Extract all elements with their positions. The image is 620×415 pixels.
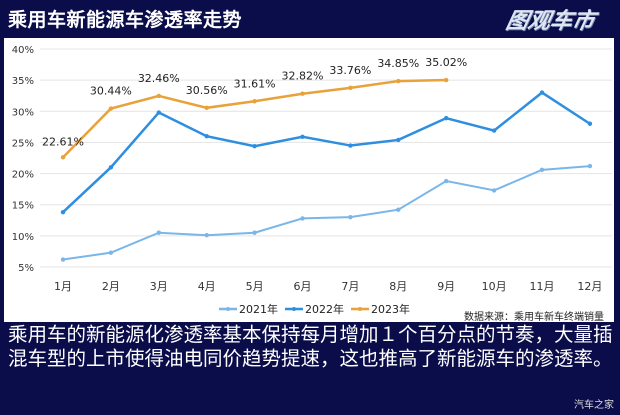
- data-point: [204, 105, 209, 110]
- data-point: [300, 216, 305, 221]
- data-point: [60, 155, 66, 160]
- line-chart: 5% 10% 15% 20% 25% 30% 35% 40% 1月 2月 3月 4月 5月 6月 7月 8月 9…: [12, 45, 612, 316]
- data-source: 数据来源：乘用车新车终端销量: [464, 312, 604, 323]
- x-tick-label: 7月: [341, 280, 359, 293]
- x-tick-label: 5月: [246, 280, 264, 293]
- data-point: [491, 188, 497, 193]
- x-tick-label: 10月: [482, 280, 507, 293]
- data-point: [300, 91, 305, 96]
- x-tick-label: 3月: [150, 280, 168, 293]
- y-tick-label: 10%: [12, 232, 34, 243]
- data-label: 35.02%: [425, 56, 467, 69]
- data-label: 34.85%: [377, 57, 419, 70]
- x-tick-label: 4月: [198, 280, 216, 293]
- x-tick-label: 8月: [389, 280, 407, 293]
- data-point: [300, 134, 305, 140]
- y-tick-label: 15%: [12, 201, 34, 212]
- brand-logo: 图观车市: [503, 9, 597, 34]
- data-point: [156, 230, 161, 235]
- data-point: [396, 207, 401, 212]
- x-tick-label: 6月: [294, 280, 312, 293]
- y-tick-label: 30%: [12, 107, 34, 118]
- data-point: [444, 77, 449, 83]
- legend-marker: [358, 307, 362, 311]
- x-tick-label: 9月: [437, 280, 455, 293]
- data-point: [108, 165, 114, 170]
- x-tick-label: 11月: [530, 280, 555, 293]
- y-tick-label: 5%: [18, 263, 34, 274]
- legend-marker: [292, 307, 296, 311]
- watermark: 汽车之家: [574, 400, 614, 411]
- data-point: [348, 143, 353, 148]
- data-point: [587, 121, 593, 126]
- data-point: [539, 167, 545, 173]
- data-point: [348, 85, 353, 91]
- caption-text: 乘用车的新能源化渗透率基本保持每月增加１个百分点的节奏，大量插混车型的上市使得油…: [8, 323, 613, 370]
- data-point: [204, 233, 209, 238]
- data-point: [444, 115, 449, 121]
- data-point: [587, 163, 593, 169]
- data-label: 30.44%: [90, 85, 132, 98]
- series-line-2021年: [62, 165, 590, 261]
- data-point: [60, 209, 66, 215]
- data-point: [444, 178, 449, 184]
- data-point: [539, 90, 545, 95]
- x-tick-label: 1月: [54, 280, 72, 293]
- legend-label: 2021年: [239, 302, 278, 316]
- data-point: [108, 106, 114, 111]
- y-tick-label: 25%: [12, 138, 34, 149]
- data-point: [204, 134, 209, 139]
- data-label: 33.76%: [329, 64, 371, 77]
- data-point: [252, 143, 257, 149]
- data-point: [252, 99, 257, 104]
- data-label: 30.56%: [186, 84, 228, 97]
- x-tick-label: 2月: [102, 280, 120, 293]
- data-point: [108, 250, 114, 255]
- series-line-2022年: [62, 91, 591, 214]
- data-point: [396, 137, 401, 143]
- legend-label: 2022年: [305, 302, 344, 316]
- y-tick-label: 40%: [12, 45, 34, 56]
- y-tick-label: 20%: [12, 170, 34, 181]
- data-point: [348, 214, 353, 220]
- data-point: [60, 257, 66, 262]
- data-label: 32.82%: [282, 70, 324, 83]
- data-point: [252, 230, 257, 235]
- data-point: [156, 110, 161, 115]
- data-point: [396, 78, 401, 84]
- page-title: 乘用车新能源车渗透率走势: [8, 9, 243, 31]
- data-label: 32.46%: [138, 72, 180, 85]
- data-label: 31.61%: [234, 77, 276, 90]
- x-tick-label: 12月: [577, 280, 602, 293]
- data-point: [491, 128, 497, 133]
- chart-panel: 5% 10% 15% 20% 25% 30% 35% 40% 1月 2月 3月 4月 5月 6月 7月 8月 9…: [4, 38, 614, 323]
- data-label: 22.61%: [42, 135, 84, 148]
- data-point: [156, 93, 161, 99]
- legend-label: 2023年: [371, 302, 410, 316]
- legend-marker: [226, 307, 230, 311]
- y-tick-label: 35%: [12, 76, 34, 87]
